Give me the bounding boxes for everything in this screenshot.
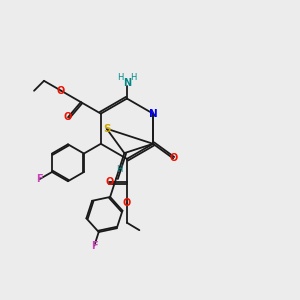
Text: O: O	[123, 198, 131, 208]
Text: N: N	[123, 78, 131, 88]
Text: O: O	[57, 85, 65, 96]
Text: H: H	[117, 73, 124, 82]
Text: H: H	[116, 165, 123, 174]
Text: O: O	[169, 153, 177, 164]
Text: O: O	[64, 112, 72, 122]
Text: S: S	[103, 124, 110, 134]
Text: N: N	[149, 109, 158, 118]
Text: O: O	[105, 177, 113, 187]
Text: F: F	[91, 241, 98, 250]
Text: H: H	[130, 73, 136, 82]
Text: F: F	[36, 174, 43, 184]
